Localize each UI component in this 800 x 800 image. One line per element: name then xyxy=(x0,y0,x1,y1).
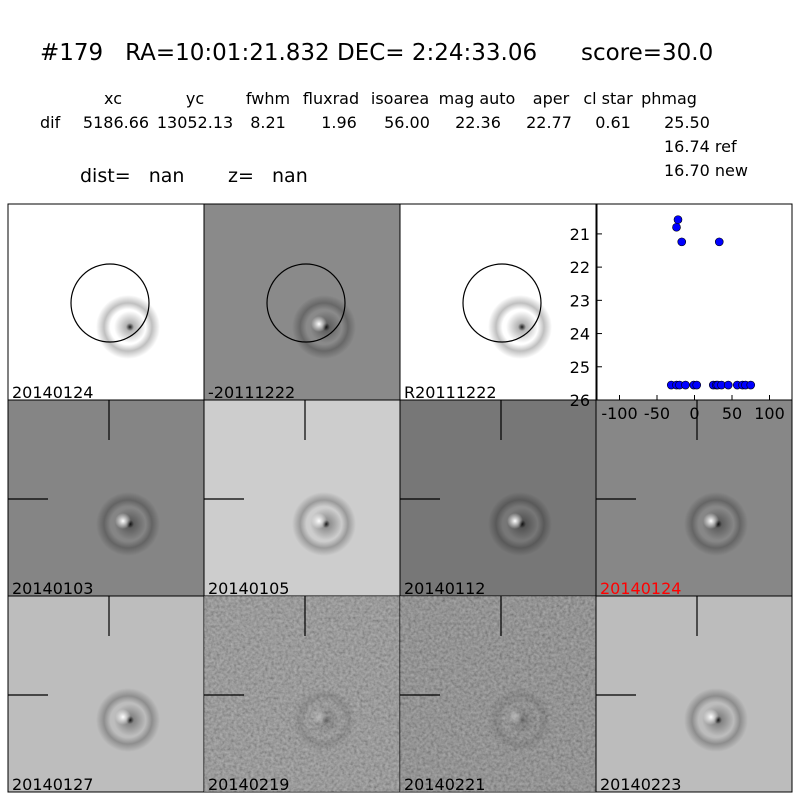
point xyxy=(677,237,687,247)
cell: 1.96 xyxy=(321,113,357,132)
cell: 22.36 xyxy=(455,113,501,132)
column-header: aper xyxy=(532,89,570,108)
panel-bg xyxy=(203,203,401,401)
extra-mag: 16.74 ref xyxy=(664,137,737,156)
highlight xyxy=(311,709,327,725)
panel-label: 20140223 xyxy=(600,775,681,794)
point xyxy=(681,380,690,390)
panel-bg xyxy=(7,203,205,401)
panel: 20140223 xyxy=(595,595,793,794)
point xyxy=(673,215,683,224)
cell: 25.50 xyxy=(664,113,710,132)
y-tick-label: 21 xyxy=(570,225,590,244)
panel: 20140124 xyxy=(7,203,205,402)
panel-label: 20140105 xyxy=(208,579,289,598)
panel-label: 20140124 xyxy=(12,383,93,402)
source xyxy=(114,311,146,343)
panel-bg xyxy=(399,203,597,401)
panel-bg xyxy=(203,399,401,597)
y-tick-label: 22 xyxy=(570,258,590,277)
row-label: dif xyxy=(40,113,61,132)
title: #179 RA=10:01:21.832 DEC= 2:24:33.06 sco… xyxy=(40,40,714,66)
panel-label: 20140127 xyxy=(12,775,93,794)
panel: 20140103 xyxy=(7,399,205,598)
column-header: isoarea xyxy=(370,89,430,108)
highlight xyxy=(115,513,131,529)
panel-label: R20111222 xyxy=(404,383,497,402)
panel-label: -20111222 xyxy=(208,383,295,402)
extra-mag: 16.70 new xyxy=(664,161,748,180)
cell: 56.00 xyxy=(384,113,430,132)
source xyxy=(506,311,538,343)
panel-bg xyxy=(595,595,793,793)
highlight xyxy=(703,513,719,529)
x-tick-label: -100 xyxy=(601,404,637,423)
aperture xyxy=(266,263,346,343)
column-header: xc xyxy=(104,89,122,108)
point xyxy=(714,237,724,247)
cell: 22.77 xyxy=(526,113,572,132)
highlight xyxy=(311,316,327,332)
panel: 20140127 xyxy=(7,595,205,794)
cell: 8.21 xyxy=(250,113,286,132)
panel-label: 20140219 xyxy=(208,775,289,794)
aperture xyxy=(70,263,150,343)
panel-bg xyxy=(7,399,205,597)
y-tick-label: 23 xyxy=(570,291,590,310)
column-header: fluxrad xyxy=(302,89,360,108)
y-tick-label: 25 xyxy=(570,358,590,377)
y-tick-label: 24 xyxy=(570,325,590,344)
panel-label: 20140103 xyxy=(12,579,93,598)
noise xyxy=(204,596,400,792)
highlight xyxy=(507,513,523,529)
cell: 5186.66 xyxy=(82,113,150,132)
point xyxy=(692,380,702,390)
column-header: fwhm xyxy=(245,89,291,108)
aperture xyxy=(462,263,542,343)
panel: 20140112 xyxy=(399,399,597,598)
x-tick-label: 50 xyxy=(722,404,742,423)
point xyxy=(746,380,756,390)
column-header: yc xyxy=(185,89,205,108)
panel-label: 20140124 xyxy=(600,579,681,598)
cell: 0.61 xyxy=(595,113,631,132)
point xyxy=(723,380,733,390)
x-tick-label: 0 xyxy=(689,404,699,423)
plot-bg xyxy=(596,203,793,401)
highlight xyxy=(115,709,131,725)
z: z= nan xyxy=(228,165,308,187)
panel: 20140221 xyxy=(399,595,597,794)
panel: -20111222 xyxy=(203,203,401,402)
column-header: mag auto xyxy=(438,89,516,108)
noise xyxy=(400,596,596,792)
panel: R20111222 xyxy=(399,203,597,402)
point xyxy=(672,222,681,232)
panel-label: 20140221 xyxy=(404,775,485,794)
x-tick-label: 100 xyxy=(754,404,785,423)
x-tick-label: -50 xyxy=(644,404,670,423)
column-header: cl star xyxy=(583,89,633,108)
panel: 20140124 xyxy=(595,399,793,598)
highlight xyxy=(507,709,523,725)
panel: 20140219 xyxy=(203,595,401,794)
cell: 13052.13 xyxy=(156,113,234,132)
dist: dist= nan xyxy=(80,165,185,187)
panel-bg xyxy=(7,595,205,793)
panel: 20140105 xyxy=(203,399,401,598)
panel-bg xyxy=(399,399,597,597)
column-header: phmag xyxy=(641,89,697,108)
panel-label: 20140112 xyxy=(404,579,485,598)
highlight xyxy=(703,709,719,725)
highlight xyxy=(311,513,327,529)
panel-bg xyxy=(595,399,793,597)
y-tick-label: 26 xyxy=(570,391,590,410)
